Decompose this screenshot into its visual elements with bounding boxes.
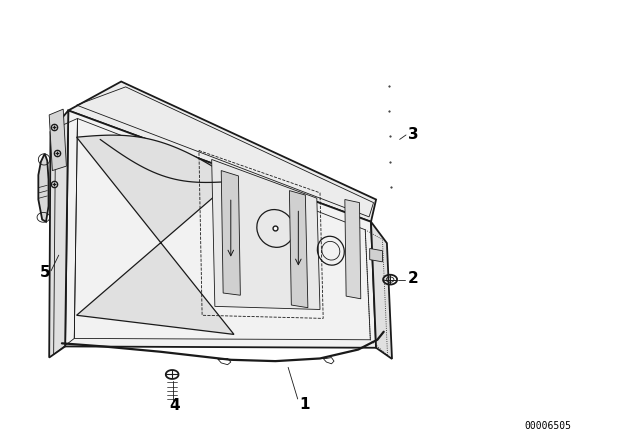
Polygon shape bbox=[49, 109, 67, 171]
Polygon shape bbox=[68, 82, 376, 222]
Polygon shape bbox=[221, 171, 241, 295]
Text: 4: 4 bbox=[169, 398, 180, 413]
Text: 3: 3 bbox=[408, 127, 419, 142]
Polygon shape bbox=[345, 199, 361, 299]
Text: 00006505: 00006505 bbox=[524, 421, 571, 431]
Polygon shape bbox=[65, 111, 376, 348]
Polygon shape bbox=[289, 190, 308, 308]
Text: 1: 1 bbox=[300, 397, 310, 412]
Polygon shape bbox=[371, 222, 392, 359]
Polygon shape bbox=[49, 111, 68, 358]
Polygon shape bbox=[77, 135, 234, 334]
Text: 2: 2 bbox=[408, 271, 419, 286]
Text: 5: 5 bbox=[40, 266, 51, 280]
Polygon shape bbox=[212, 159, 320, 310]
Polygon shape bbox=[370, 249, 383, 262]
Polygon shape bbox=[38, 154, 49, 222]
